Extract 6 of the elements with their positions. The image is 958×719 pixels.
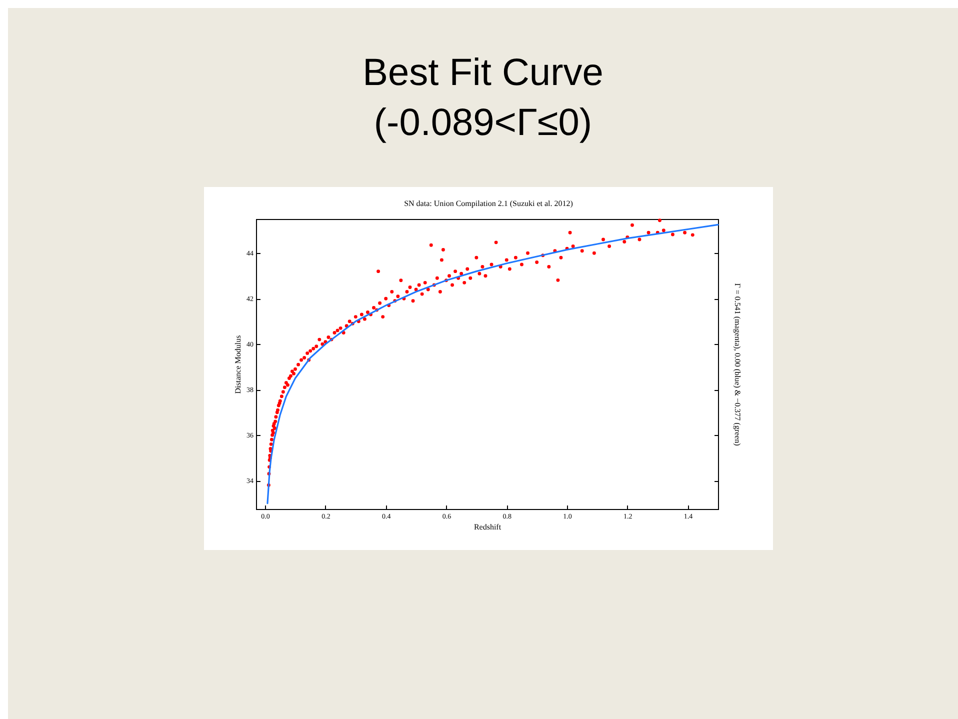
y-axis-title: Distance Modulus — [234, 335, 242, 394]
chart-title: Best Fit Curve — [362, 51, 604, 96]
x-axis-title: Redshift — [474, 522, 502, 532]
y2-axis-title: Γ = 0.541 (magenta), 0.00 (blue) & −0.377 (green) — [733, 283, 742, 446]
chart-subtitle: (-0.089<Γ≤0) — [372, 101, 594, 146]
text: SN data: Union Compilation 2.1 (Suzuki et al. 2012) — [403, 199, 574, 208]
